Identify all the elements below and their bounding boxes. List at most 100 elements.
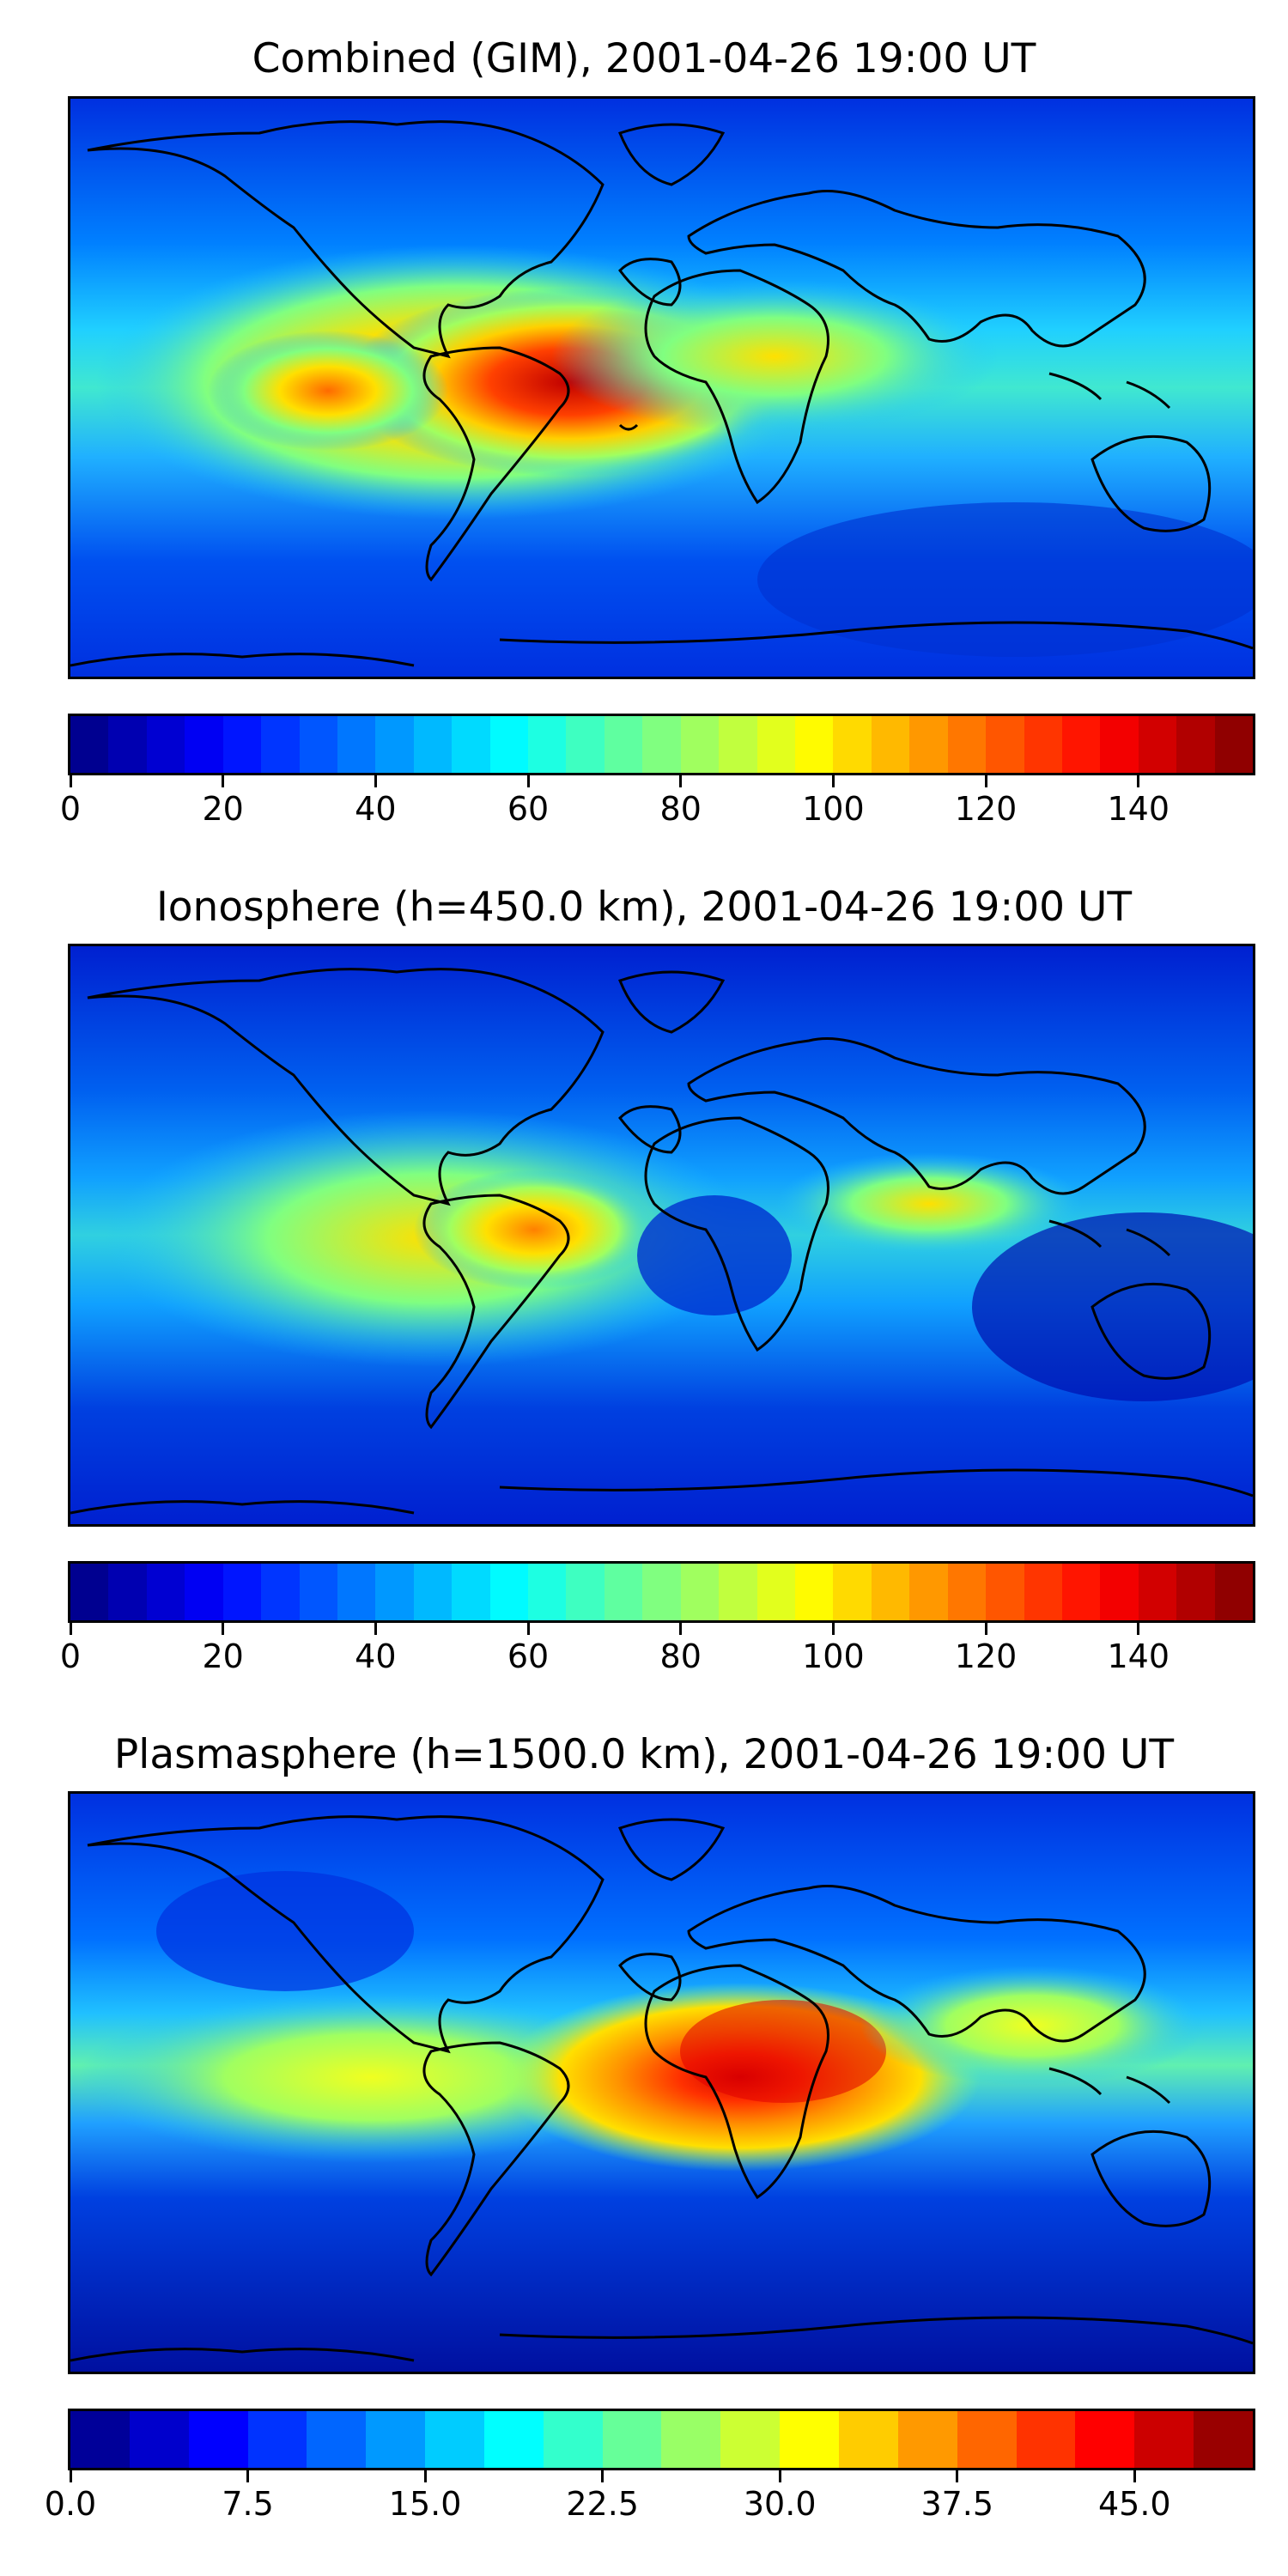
colorbar-segment: [795, 716, 834, 773]
colorbar-segment: [299, 716, 337, 773]
colorbar-segment: [1061, 1564, 1101, 1620]
colorbar-segment: [1176, 716, 1215, 773]
colorbar-segment: [108, 716, 147, 773]
colorbar-tick: [778, 2470, 781, 2482]
colorbar-segment: [1016, 2411, 1076, 2468]
map-combined: [68, 96, 1255, 679]
colorbar-segment: [1134, 2411, 1194, 2468]
colorbar-segment: [261, 1564, 300, 1620]
colorbar-tick-label: 0.0: [44, 2485, 97, 2523]
colorbar-segment: [299, 1564, 337, 1620]
colorbar-tick-label: 0: [59, 1637, 82, 1675]
colorbar-combined: [68, 714, 1255, 775]
colorbar-tick: [222, 1623, 225, 1635]
colorbar-tick-label: 80: [659, 790, 702, 828]
colorbar-tick: [69, 1623, 72, 1635]
colorbar-segment: [489, 1564, 529, 1620]
colorbar-segment: [909, 1564, 948, 1620]
colorbar-tick-label: 22.5: [566, 2485, 639, 2523]
colorbar-segment: [871, 716, 910, 773]
colorbar-segment: [871, 1564, 910, 1620]
colorbar-segment: [1100, 1564, 1139, 1620]
colorbar-segment: [247, 2411, 307, 2468]
colorbar-segment: [642, 716, 681, 773]
colorbar-tick-label: 60: [507, 790, 550, 828]
colorbar-segment: [543, 2411, 603, 2468]
colorbar-segment: [661, 2411, 721, 2468]
colorbar-segment: [1024, 716, 1062, 773]
colorbar-segment: [146, 1564, 185, 1620]
colorbar-tick: [679, 775, 683, 787]
colorbar-segment: [756, 716, 796, 773]
colorbar-tick: [601, 2470, 605, 2482]
colorbar-segment: [604, 1564, 643, 1620]
colorbar-tick: [1133, 2470, 1136, 2482]
colorbar-tick-label: 120: [954, 1637, 1018, 1675]
colorbar-segment: [337, 1564, 376, 1620]
colorbar-segment: [489, 716, 529, 773]
panel-title-ionosphere: Ionosphere (h=450.0 km), 2001-04-26 19:0…: [155, 884, 1133, 931]
colorbar-segment: [1061, 716, 1101, 773]
colorbar-tick-label: 140: [1107, 790, 1170, 828]
colorbar-tick: [374, 775, 377, 787]
coastlines: [70, 120, 1253, 667]
colorbar-tick-label: 45.0: [1097, 2485, 1171, 2523]
colorbar-tick-label: 30.0: [743, 2485, 817, 2523]
colorbar-segment: [795, 1564, 834, 1620]
colorbar-segment: [1138, 716, 1177, 773]
colorbar-tick: [222, 775, 225, 787]
colorbar-segment: [604, 716, 643, 773]
colorbar-tick-label: 7.5: [222, 2485, 274, 2523]
colorbar-tick-label: 40: [355, 790, 397, 828]
colorbar-segment: [642, 1564, 681, 1620]
colorbar-segment: [185, 1564, 223, 1620]
colorbar-tick-label: 37.5: [920, 2485, 994, 2523]
colorbar-segment: [425, 2411, 484, 2468]
colorbar-tick: [1137, 775, 1140, 787]
colorbar-ionosphere: [68, 1561, 1255, 1623]
colorbar-tick: [956, 2470, 959, 2482]
colorbar-tick: [69, 2470, 72, 2482]
colorbar-segment: [780, 2411, 839, 2468]
colorbar-segment: [947, 1564, 987, 1620]
colorbar-tick: [984, 775, 987, 787]
map-ionosphere: [68, 944, 1255, 1527]
colorbar-segment: [833, 1564, 872, 1620]
colorbar-tick-label: 20: [202, 1637, 244, 1675]
colorbar-segment: [1100, 716, 1139, 773]
colorbar-plasmasphere: [68, 2409, 1255, 2470]
colorbar-tick: [526, 775, 530, 787]
colorbar-segment: [986, 716, 1024, 773]
colorbar-segment: [222, 716, 262, 773]
panel-title-combined: Combined (GIM), 2001-04-26 19:00 UT: [252, 35, 1036, 82]
colorbar-segment: [375, 1564, 414, 1620]
colorbar-segment: [185, 716, 223, 773]
colorbar-segment: [1176, 1564, 1215, 1620]
colorbar-segment: [70, 1564, 109, 1620]
colorbar-segment: [375, 716, 414, 773]
colorbar-segment: [909, 716, 948, 773]
colorbar-segment: [222, 1564, 262, 1620]
colorbar-segment: [1138, 1564, 1177, 1620]
colorbar-segment: [108, 1564, 147, 1620]
colorbar-tick: [984, 1623, 987, 1635]
colorbar-segment: [947, 716, 987, 773]
colorbar-tick: [69, 775, 72, 787]
colorbar-tick-label: 15.0: [388, 2485, 462, 2523]
colorbar-segment: [452, 1564, 490, 1620]
colorbar-segment: [838, 2411, 898, 2468]
colorbar-segment: [1024, 1564, 1062, 1620]
colorbar-tick: [831, 1623, 835, 1635]
panel-title-plasmasphere: Plasmasphere (h=1500.0 km), 2001-04-26 1…: [113, 1731, 1175, 1778]
colorbar-tick-label: 60: [507, 1637, 550, 1675]
colorbar-segment: [833, 716, 872, 773]
colorbar-segment: [1194, 2411, 1253, 2468]
colorbar-tick-label: 40: [355, 1637, 397, 1675]
colorbar-segment: [528, 1564, 567, 1620]
colorbar-segment: [720, 2411, 781, 2468]
colorbar-tick: [423, 2470, 427, 2482]
colorbar-segment: [129, 2411, 189, 2468]
map-plasmasphere: [68, 1791, 1255, 2374]
colorbar-segment: [602, 2411, 662, 2468]
colorbar-segment: [261, 716, 300, 773]
